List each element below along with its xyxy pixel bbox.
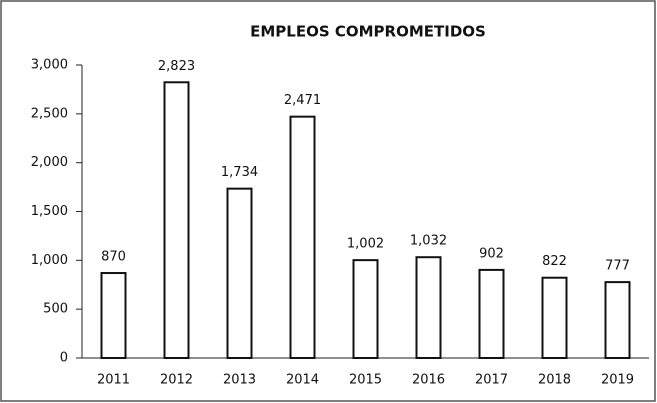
y-tick-label: 0 — [60, 351, 68, 366]
value-label: 1,002 — [347, 237, 384, 252]
x-tick-label: 2015 — [349, 373, 382, 388]
x-tick-label: 2018 — [538, 373, 571, 388]
bar — [352, 259, 379, 359]
bar — [163, 81, 190, 360]
x-tick-label: 2013 — [223, 373, 256, 388]
y-tick-label: 3,000 — [31, 58, 68, 73]
y-tick-label: 2,000 — [31, 155, 68, 170]
chart-title: EMPLEOS COMPROMETIDOS — [250, 23, 486, 41]
value-label: 902 — [479, 246, 504, 261]
x-tick-label: 2012 — [160, 373, 193, 388]
bar — [478, 268, 505, 359]
value-label: 822 — [542, 254, 567, 269]
bar — [415, 256, 442, 360]
y-tick-label: 1,000 — [31, 253, 68, 268]
x-tick-label: 2011 — [97, 373, 130, 388]
value-label: 1,734 — [221, 165, 258, 180]
x-tick-label: 2014 — [286, 373, 319, 388]
y-tick-label: 2,500 — [31, 106, 68, 121]
bar — [541, 276, 568, 359]
y-tick-label: 500 — [43, 302, 68, 317]
x-tick-label: 2017 — [475, 373, 508, 388]
value-label: 2,823 — [158, 59, 195, 74]
value-label: 870 — [101, 250, 126, 265]
value-label: 1,032 — [410, 234, 447, 249]
y-tick-label: 1,500 — [31, 204, 68, 219]
bar — [226, 187, 253, 359]
x-tick-label: 2016 — [412, 373, 445, 388]
x-tick-label: 2019 — [601, 373, 634, 388]
value-label: 2,471 — [284, 93, 321, 108]
bar — [604, 281, 631, 360]
bar — [100, 272, 127, 359]
value-label: 777 — [605, 259, 630, 274]
bar — [289, 115, 316, 359]
